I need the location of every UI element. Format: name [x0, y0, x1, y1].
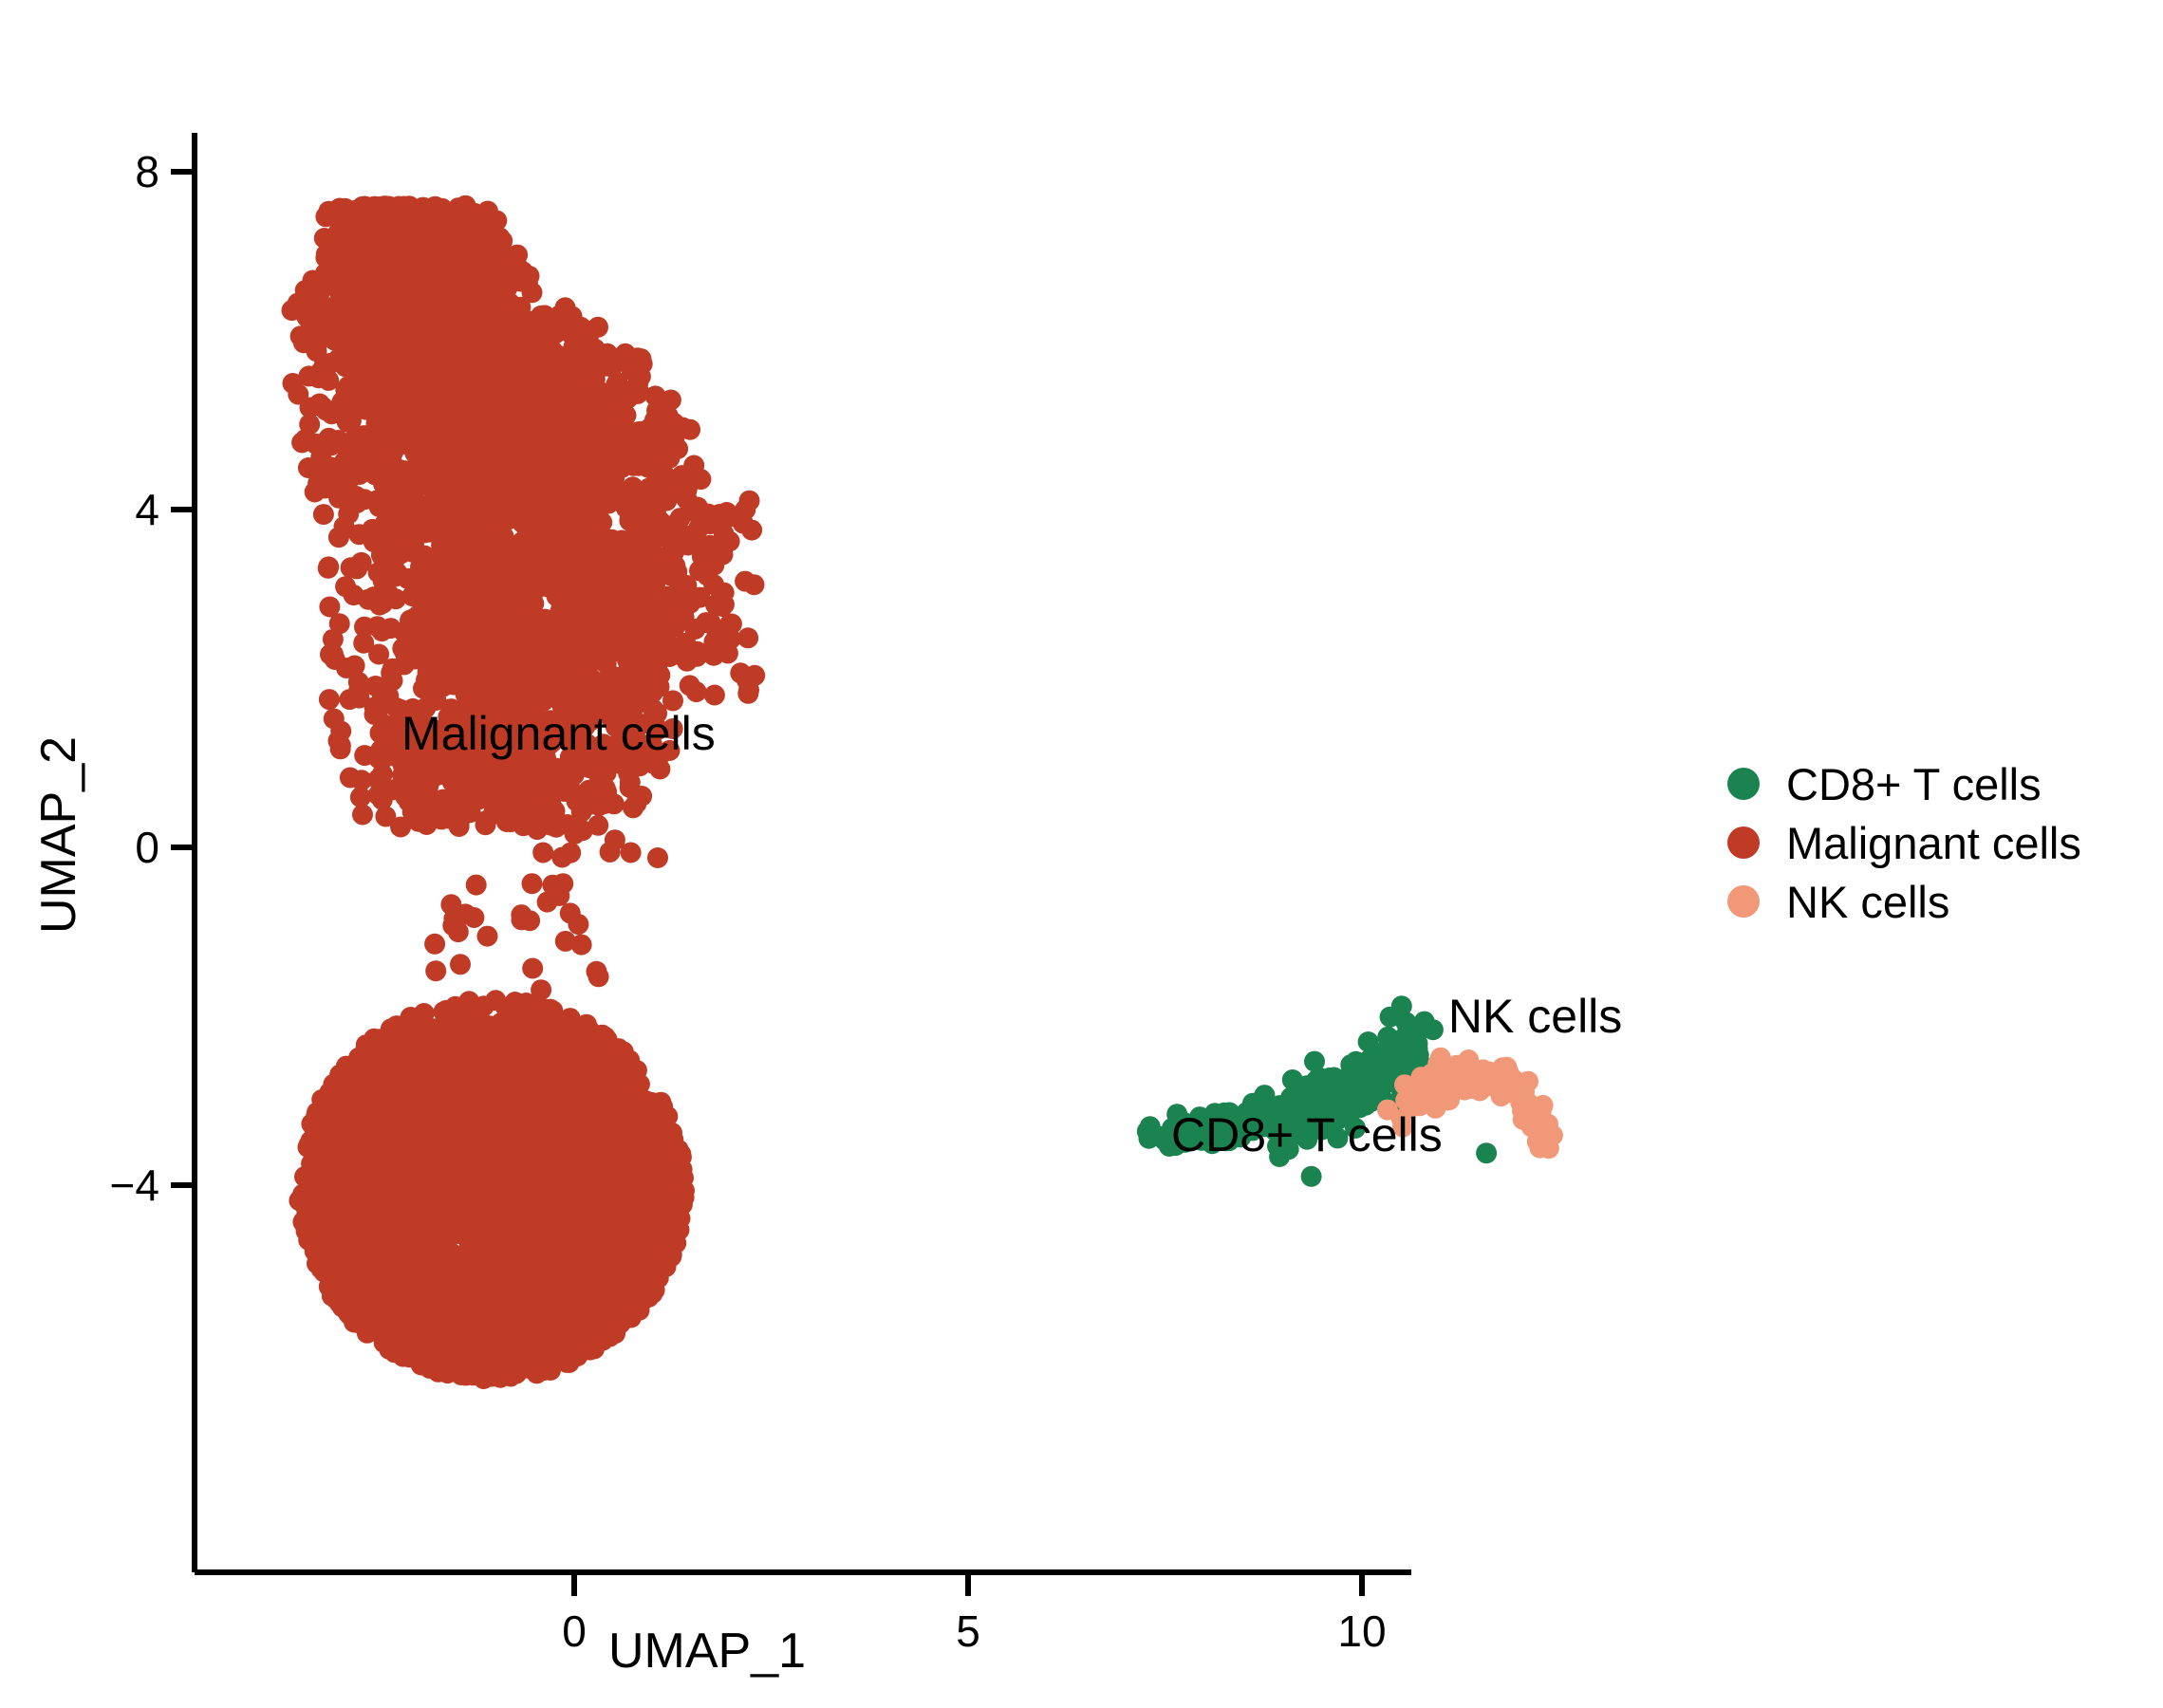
x-axis-tick-label: 10	[1337, 1606, 1387, 1656]
x-axis-tick-label: 0	[562, 1606, 587, 1656]
scatter-points-layer	[281, 195, 1563, 1390]
point-cloud	[281, 195, 766, 1390]
legend-item[interactable]: Malignant cells	[1727, 813, 2081, 872]
x-axis-title: UMAP_1	[607, 1624, 807, 1679]
series-nk-cells	[1376, 1047, 1563, 1160]
legend-swatch-icon	[1727, 885, 1760, 918]
y-axis-tick-label: −4	[109, 1160, 159, 1210]
series-malignant-cells	[281, 195, 766, 1390]
legend-item-label: Malignant cells	[1786, 817, 2081, 868]
legend-item[interactable]: CD8+ T cells	[1727, 754, 2081, 813]
x-axis-ticks	[571, 1572, 1365, 1596]
y-axis-tick-label: 4	[135, 485, 159, 534]
legend: CD8+ T cells Malignant cells NK cells	[1727, 754, 2081, 931]
legend-swatch-icon	[1727, 826, 1760, 859]
legend-swatch-icon	[1727, 768, 1760, 800]
y-axis-tick-label: 8	[135, 147, 159, 196]
x-axis-tick-label: 5	[956, 1606, 980, 1656]
point-cloud	[1136, 995, 1498, 1187]
series-cd8-t-cells	[1136, 995, 1498, 1187]
y-axis-ticks	[171, 169, 195, 1188]
legend-item-label: NK cells	[1786, 876, 1950, 927]
legend-item-label: CD8+ T cells	[1786, 758, 2042, 809]
y-axis-tick-label: 0	[135, 823, 159, 872]
legend-item[interactable]: NK cells	[1727, 872, 2081, 931]
axis-lines-layer	[171, 133, 1411, 1596]
y-axis-title: UMAP_2	[31, 735, 86, 935]
point-cloud	[1376, 1047, 1563, 1160]
